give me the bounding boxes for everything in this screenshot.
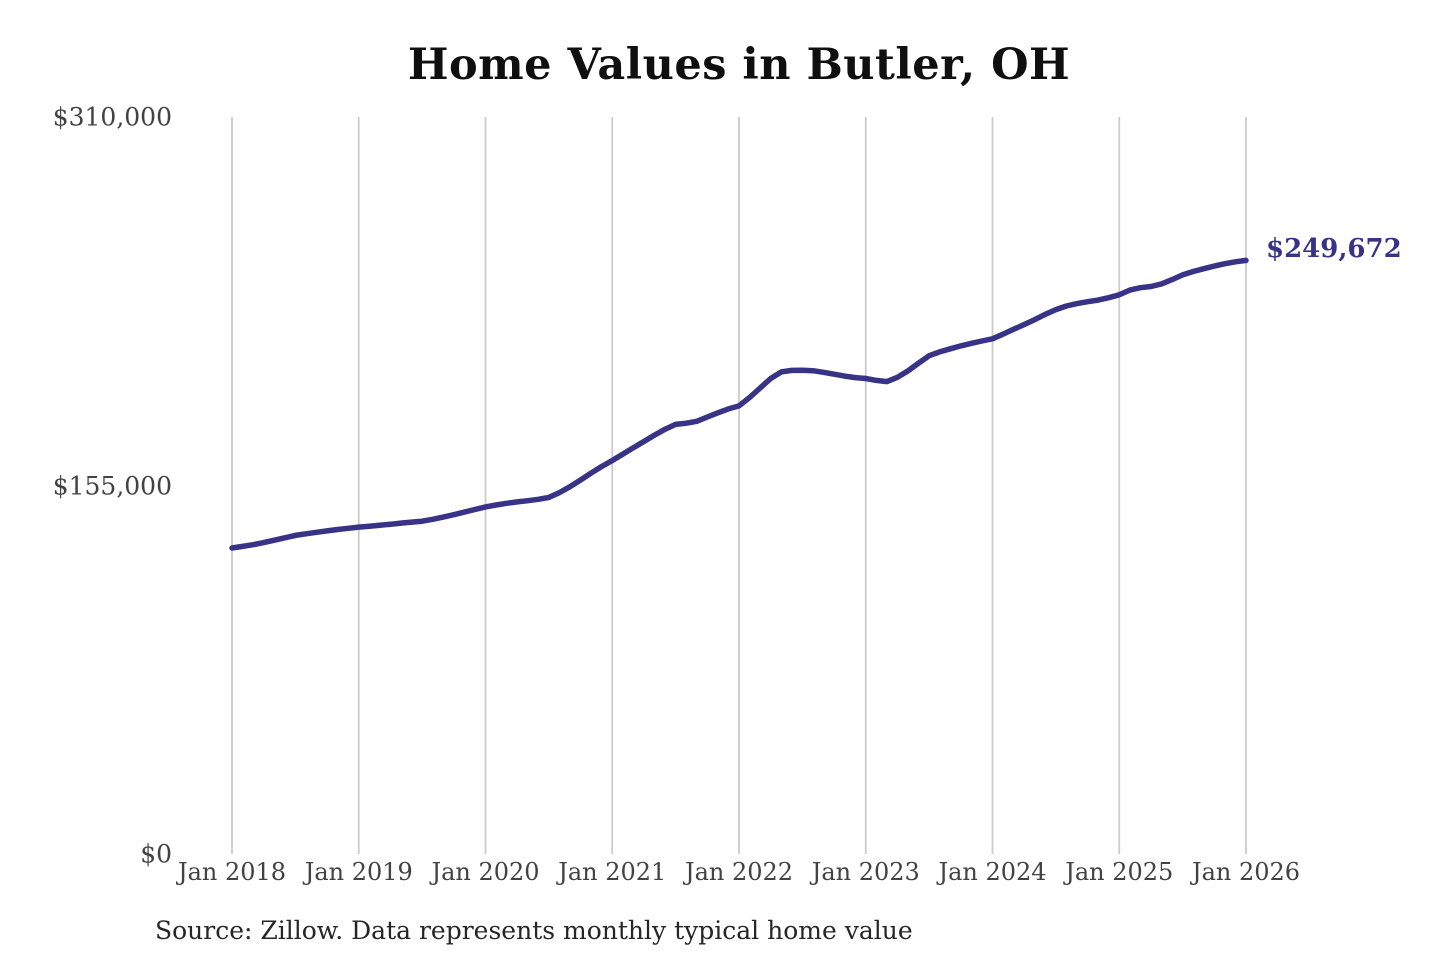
x-tick-label: Jan 2026	[1191, 858, 1301, 886]
x-tick-label: Jan 2018	[177, 858, 287, 886]
x-tick-label: Jan 2020	[431, 858, 540, 886]
x-tick-label: Jan 2019	[304, 858, 413, 886]
final-value-label: $249,672	[1266, 234, 1402, 265]
y-tick-label: $0	[140, 839, 172, 869]
source-note: Source: Zillow. Data represents monthly …	[155, 916, 913, 945]
home-value-line	[229, 257, 1249, 551]
chart-title: Home Values in Butler, OH	[407, 40, 1071, 90]
x-tick-label: Jan 2021	[558, 858, 667, 886]
x-tick-label: Jan 2024	[938, 858, 1047, 886]
gridlines-group	[231, 117, 1247, 854]
x-tick-label: Jan 2023	[811, 858, 920, 886]
x-tick-label: Jan 2022	[684, 858, 794, 886]
y-tick-label: $155,000	[52, 471, 172, 500]
x-tick-label: Jan 2025	[1065, 858, 1174, 886]
y-tick-label: $310,000	[52, 102, 172, 132]
